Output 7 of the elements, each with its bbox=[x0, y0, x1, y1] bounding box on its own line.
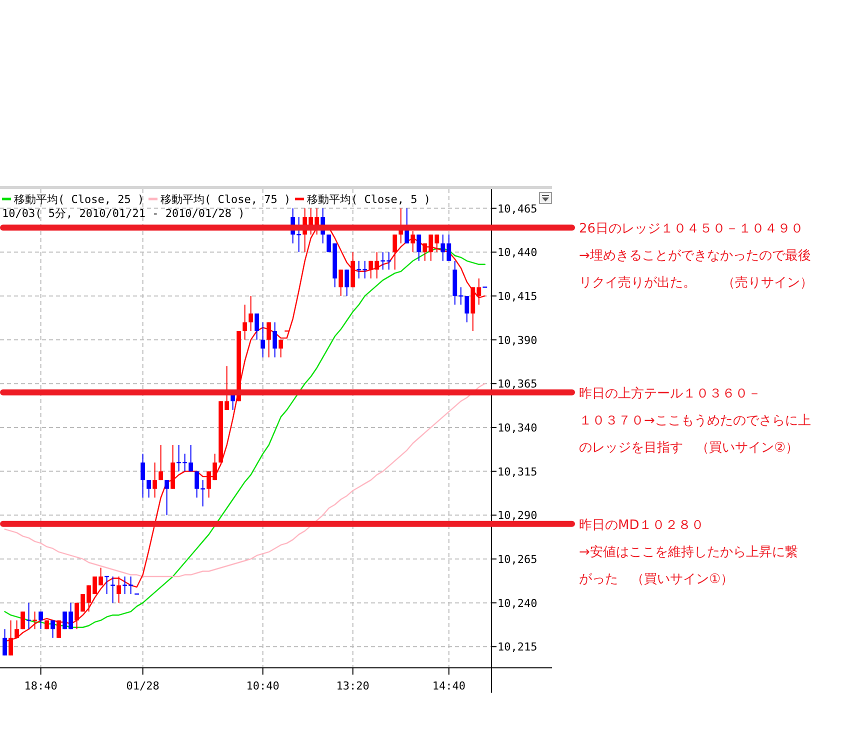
annotation: １０３７０→ここもうめたのでさらに上 bbox=[579, 413, 811, 428]
annotation: →安値はここを維持したから上昇に繋 bbox=[579, 544, 798, 560]
title: 10/03( 5分, 2010/01/21 - 2010/01/28 ) bbox=[2, 207, 245, 220]
annotation: →埋めきることができなかったので最後 bbox=[579, 248, 811, 264]
annotation: のレッジを目指す （買いサイン②） bbox=[579, 440, 799, 456]
annotation: リクイ売りが出た。 （売りサイン） bbox=[579, 276, 813, 291]
annotation: がった （買いサイン①） bbox=[579, 572, 734, 587]
